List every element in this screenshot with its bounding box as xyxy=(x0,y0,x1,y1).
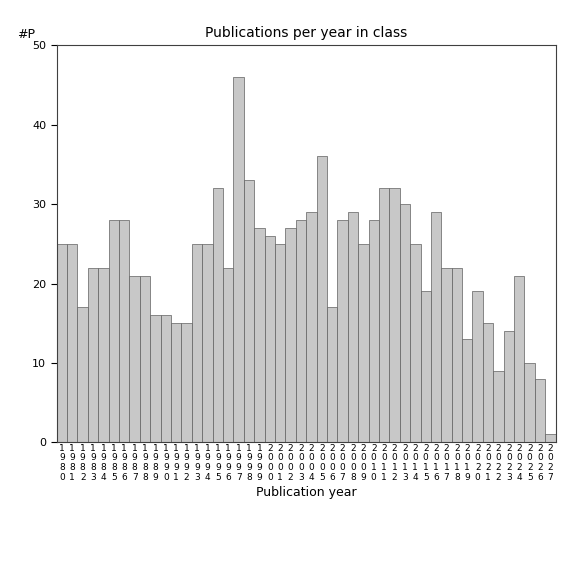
Bar xyxy=(306,212,316,442)
Bar xyxy=(369,220,379,442)
Bar xyxy=(472,291,483,442)
Bar xyxy=(483,323,493,442)
Bar xyxy=(431,212,441,442)
Bar xyxy=(67,244,78,442)
Bar xyxy=(192,244,202,442)
Bar xyxy=(171,323,181,442)
Bar xyxy=(379,188,390,442)
Bar xyxy=(296,220,306,442)
Bar xyxy=(348,212,358,442)
Bar xyxy=(265,236,275,442)
Bar xyxy=(390,188,400,442)
X-axis label: Publication year: Publication year xyxy=(256,486,357,499)
Bar xyxy=(400,204,410,442)
Bar xyxy=(202,244,213,442)
Bar xyxy=(316,156,327,442)
Bar xyxy=(150,315,160,442)
Bar xyxy=(441,268,452,442)
Bar xyxy=(234,77,244,442)
Text: #P: #P xyxy=(17,28,35,41)
Bar xyxy=(503,331,514,442)
Bar xyxy=(410,244,421,442)
Bar xyxy=(223,268,234,442)
Bar xyxy=(140,276,150,442)
Bar xyxy=(285,228,296,442)
Bar xyxy=(358,244,369,442)
Bar xyxy=(244,180,254,442)
Bar xyxy=(535,379,545,442)
Bar xyxy=(119,220,129,442)
Bar xyxy=(452,268,462,442)
Bar xyxy=(514,276,524,442)
Bar xyxy=(524,363,535,442)
Bar xyxy=(327,307,337,442)
Bar xyxy=(129,276,140,442)
Bar xyxy=(493,371,503,442)
Bar xyxy=(275,244,285,442)
Bar xyxy=(337,220,348,442)
Bar xyxy=(88,268,98,442)
Bar xyxy=(181,323,192,442)
Bar xyxy=(462,339,472,442)
Bar xyxy=(78,307,88,442)
Bar xyxy=(545,434,556,442)
Title: Publications per year in class: Publications per year in class xyxy=(205,26,407,40)
Bar xyxy=(98,268,109,442)
Bar xyxy=(109,220,119,442)
Bar xyxy=(57,244,67,442)
Bar xyxy=(213,188,223,442)
Bar xyxy=(254,228,265,442)
Bar xyxy=(160,315,171,442)
Bar xyxy=(421,291,431,442)
